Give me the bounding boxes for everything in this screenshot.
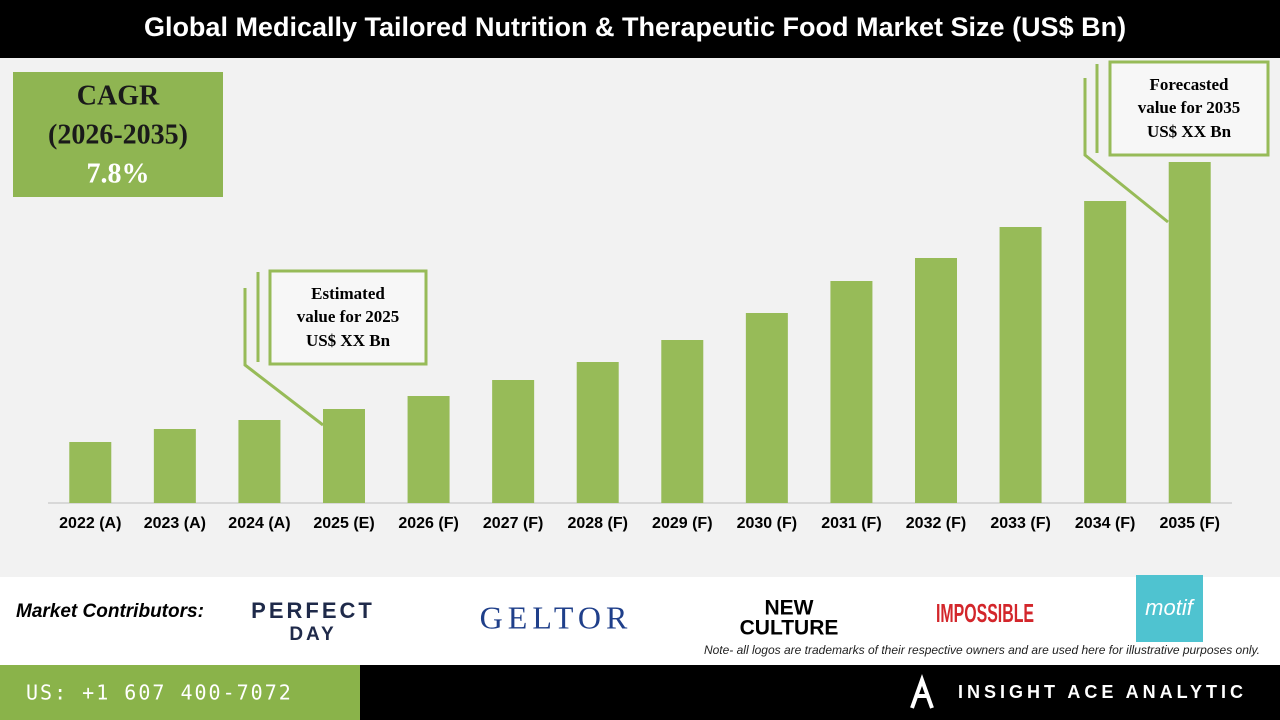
bar xyxy=(576,362,619,503)
x-tick-label: 2035 (F) xyxy=(1159,515,1219,532)
bar xyxy=(745,313,788,503)
callout-2035: Forecasted value for 2035 US$ XX Bn xyxy=(1083,60,1270,224)
x-tick-label: 2024 (A) xyxy=(228,515,290,532)
callout-text: US$ XX Bn xyxy=(306,331,391,350)
logo-text: DAY xyxy=(289,624,336,645)
logo-text: IMPOSSIBLE xyxy=(936,598,1034,628)
x-tick-label: 2031 (F) xyxy=(821,515,881,532)
bar xyxy=(661,340,704,503)
bar xyxy=(915,258,957,503)
callout-2025: Estimated value for 2025 US$ XX Bn xyxy=(243,269,428,427)
bar xyxy=(238,420,281,503)
bar xyxy=(999,227,1042,503)
logo-text: NEW xyxy=(765,597,814,620)
cagr-box xyxy=(13,72,223,197)
x-tick-label: 2028 (F) xyxy=(567,515,627,532)
logo-text: GELTOR xyxy=(480,599,633,635)
callout-text: value for 2025 xyxy=(297,307,400,326)
x-tick-label: 2023 (A) xyxy=(144,515,206,532)
phone: US: +1 607 400-7072 xyxy=(26,681,293,705)
logo-text: CULTURE xyxy=(740,617,839,640)
x-tick-label: 2032 (F) xyxy=(906,515,966,532)
x-tick-label: 2030 (F) xyxy=(737,515,797,532)
x-tick-label: 2034 (F) xyxy=(1075,515,1135,532)
bar xyxy=(1084,201,1127,503)
bar xyxy=(1168,162,1211,503)
callout-text: value for 2035 xyxy=(1138,98,1241,117)
bar xyxy=(492,380,535,503)
x-tick-label: 2025 (E) xyxy=(313,515,374,532)
brand-logo xyxy=(910,674,934,709)
brand-band xyxy=(360,665,1280,720)
chart-title: Global Medically Tailored Nutrition & Th… xyxy=(144,12,1126,42)
callout-box xyxy=(1108,60,1270,157)
callout-pointer xyxy=(1083,78,1169,224)
phone-band xyxy=(0,665,360,720)
x-tick-label: 2022 (A) xyxy=(59,515,121,532)
title-bar xyxy=(0,0,1280,58)
cagr-period: (2026-2035) xyxy=(48,119,188,150)
note: Note- all logos are trademarks of their … xyxy=(704,643,1260,657)
x-tick-label: 2026 (F) xyxy=(398,515,458,532)
bar xyxy=(69,442,112,503)
bar xyxy=(153,429,196,503)
logo-box xyxy=(1136,575,1203,642)
bar xyxy=(830,281,873,503)
brand: INSIGHT ACE ANALYTIC xyxy=(958,682,1247,702)
contributors-band xyxy=(0,577,1280,665)
cagr-value: 7.8% xyxy=(87,158,150,189)
logo-text: motif xyxy=(1145,595,1196,620)
contributors-label: Market Contributors: xyxy=(16,601,204,622)
callout-text: Estimated xyxy=(311,284,385,303)
callout-text: Forecasted xyxy=(1150,75,1230,94)
logo-text: PERFECT xyxy=(251,598,375,623)
callout-box xyxy=(268,269,428,366)
callout-text: US$ XX Bn xyxy=(1147,122,1232,141)
x-tick-label: 2029 (F) xyxy=(652,515,712,532)
x-tick-label: 2033 (F) xyxy=(990,515,1050,532)
bar xyxy=(407,396,450,503)
callout-pointer xyxy=(243,288,324,427)
bar xyxy=(323,409,365,503)
cagr-label: CAGR xyxy=(77,80,160,111)
x-tick-label: 2027 (F) xyxy=(483,515,543,532)
